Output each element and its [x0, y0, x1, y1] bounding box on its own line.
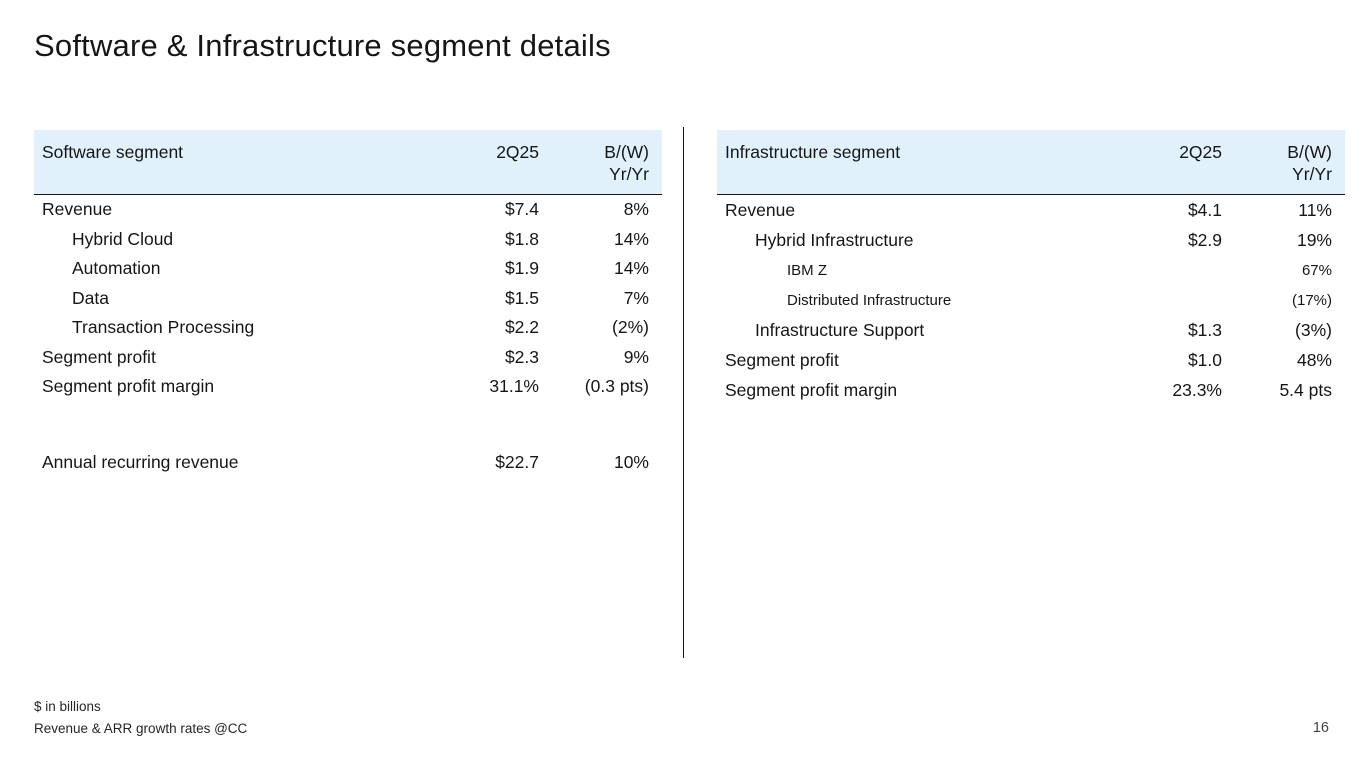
- table-cell-value: $2.9: [1187, 229, 1222, 250]
- table-row: Data $1.5 7%: [42, 284, 649, 314]
- table-cell-label: Automation: [72, 258, 161, 279]
- table-row: Hybrid Cloud $1.8 14%: [42, 225, 649, 255]
- footnote-growth-basis: Revenue & ARR growth rates @CC: [34, 720, 248, 736]
- table-row: Annual recurring revenue $22.7 10%: [42, 448, 649, 478]
- infrastructure-table-header: Infrastructure segment 2Q25 B/(W) Yr/Yr: [717, 130, 1345, 195]
- software-metric-header-line2: Yr/Yr: [609, 164, 649, 184]
- software-table-body: Revenue $7.4 8% Hybrid Cloud $1.8 14% Automati…: [34, 195, 662, 477]
- table-cell-delta: 14%: [613, 258, 649, 279]
- vertical-divider: [683, 127, 684, 658]
- table-row: Segment profit $2.3 9%: [42, 343, 649, 373]
- table-cell-delta: (0.3 pts): [584, 376, 649, 397]
- infrastructure-period-header: 2Q25: [1179, 142, 1222, 162]
- table-cell-value: $2.3: [504, 346, 539, 367]
- table-cell-label: Segment profit: [42, 346, 156, 367]
- table-cell-delta: 14%: [613, 228, 649, 249]
- infrastructure-metric-header-line1: B/(W): [1287, 142, 1332, 162]
- table-cell-value: $1.3: [1187, 319, 1222, 340]
- table-cell-value: $2.2: [504, 317, 539, 338]
- table-cell-label: Hybrid Cloud: [72, 228, 174, 249]
- table-cell-label: Data: [72, 287, 109, 308]
- table-row: Distributed Infrastructure (17%): [725, 285, 1332, 315]
- table-cell-delta: 9%: [623, 346, 649, 367]
- infrastructure-table-body: Revenue $4.1 11% Hybrid Infrastructure $2.9 1…: [717, 195, 1345, 405]
- table-row: Segment profit margin 23.3% 5.4 pts: [725, 375, 1332, 405]
- table-cell-delta: 8%: [623, 199, 649, 220]
- software-table-title: Software segment: [42, 142, 184, 162]
- table-cell-value: $1.0: [1187, 349, 1222, 370]
- table-cell-value: $7.4: [504, 199, 539, 220]
- table-row: IBM Z 67%: [725, 255, 1332, 285]
- table-cell-label: Annual recurring revenue: [42, 451, 239, 472]
- table-cell-delta: (17%): [1291, 291, 1332, 309]
- table-cell-value: $1.9: [504, 258, 539, 279]
- table-cell-delta: 19%: [1296, 229, 1332, 250]
- table-cell-label: Segment profit: [725, 349, 839, 370]
- table-cell-delta: 67%: [1301, 261, 1332, 279]
- infrastructure-metric-header-line2: Yr/Yr: [1292, 164, 1332, 184]
- software-metric-header-line1: B/(W): [604, 142, 649, 162]
- table-row: Segment profit margin 31.1% (0.3 pts): [42, 372, 649, 402]
- table-cell-label: Distributed Infrastructure: [787, 291, 952, 309]
- table-cell-value: $1.8: [504, 228, 539, 249]
- table-cell-delta: 11%: [1298, 199, 1332, 220]
- software-table-header: Software segment 2Q25 B/(W) Yr/Yr: [34, 130, 662, 195]
- table-row: Hybrid Infrastructure $2.9 19%: [725, 225, 1332, 255]
- table-cell-delta: (3%): [1295, 319, 1332, 340]
- table-cell-value: 31.1%: [489, 376, 539, 397]
- table-cell-delta: 48%: [1296, 349, 1332, 370]
- infrastructure-segment-table: Infrastructure segment 2Q25 B/(W) Yr/Yr …: [717, 130, 1345, 405]
- table-cell-delta: 7%: [623, 287, 649, 308]
- table-cell-label: Infrastructure Support: [755, 319, 925, 340]
- page-title: Software & Infrastructure segment detail…: [34, 28, 611, 63]
- page-number: 16: [1312, 720, 1329, 736]
- infrastructure-table-title: Infrastructure segment: [725, 142, 901, 162]
- table-cell-value: $22.7: [495, 451, 539, 472]
- table-row: Infrastructure Support $1.3 (3%): [725, 315, 1332, 345]
- software-segment-table: Software segment 2Q25 B/(W) Yr/Yr Revenu…: [34, 130, 662, 477]
- table-cell-delta: 10%: [613, 451, 649, 472]
- table-cell-delta: (2%): [612, 317, 649, 338]
- table-cell-label: Revenue: [42, 199, 113, 220]
- table-cell-label: IBM Z: [787, 261, 827, 279]
- footnotes: $ in billions Revenue & ARR growth rates…: [34, 696, 247, 739]
- table-row: Revenue $4.1 11%: [725, 195, 1332, 225]
- table-cell-value: $4.1: [1187, 199, 1222, 220]
- table-cell-label: Transaction Processing: [72, 317, 255, 338]
- table-row: Transaction Processing $2.2 (2%): [42, 313, 649, 343]
- table-cell-value: 23.3%: [1172, 379, 1222, 400]
- footnote-units: $ in billions: [34, 699, 101, 714]
- table-row: Revenue $7.4 8%: [42, 195, 649, 225]
- table-cell-label: Hybrid Infrastructure: [755, 229, 914, 250]
- table-row: Automation $1.9 14%: [42, 254, 649, 284]
- table-cell-label: Segment profit margin: [725, 379, 898, 400]
- software-period-header: 2Q25: [496, 142, 539, 162]
- table-cell-value: $1.5: [504, 287, 539, 308]
- table-cell-delta: 5.4 pts: [1279, 379, 1332, 400]
- table-row: Segment profit $1.0 48%: [725, 345, 1332, 375]
- table-cell-label: Revenue: [725, 199, 796, 220]
- table-cell-label: Segment profit margin: [42, 376, 215, 397]
